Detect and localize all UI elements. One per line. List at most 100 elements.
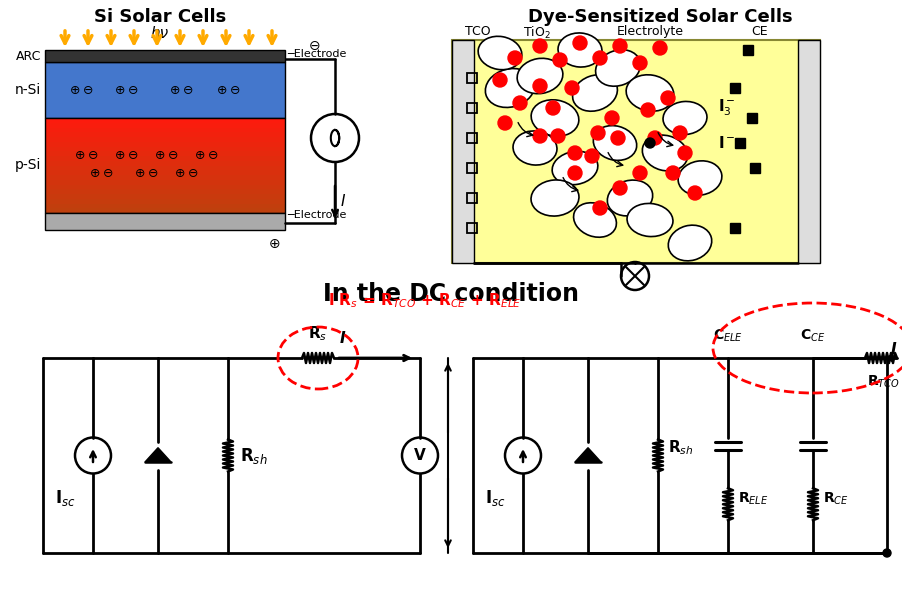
Circle shape bbox=[585, 149, 599, 163]
Bar bbox=[45, 62, 285, 118]
Circle shape bbox=[513, 96, 527, 110]
Bar bbox=[467, 103, 477, 113]
Ellipse shape bbox=[663, 102, 707, 135]
Ellipse shape bbox=[513, 131, 557, 165]
Circle shape bbox=[648, 131, 662, 145]
Bar bbox=[45, 180, 285, 185]
Bar bbox=[45, 118, 285, 123]
Bar bbox=[45, 213, 285, 230]
Text: n-Si: n-Si bbox=[14, 83, 41, 97]
Text: I: I bbox=[891, 343, 897, 358]
Text: ⊖: ⊖ bbox=[207, 149, 218, 162]
Bar bbox=[45, 161, 285, 166]
Ellipse shape bbox=[678, 161, 722, 195]
Circle shape bbox=[573, 36, 587, 50]
Text: R$_{TCO}$: R$_{TCO}$ bbox=[867, 374, 899, 390]
Bar bbox=[45, 194, 285, 199]
Bar bbox=[45, 127, 285, 132]
Bar bbox=[798, 40, 820, 263]
Circle shape bbox=[593, 201, 607, 215]
Text: ⊖: ⊖ bbox=[128, 84, 138, 96]
Polygon shape bbox=[145, 448, 171, 462]
Bar bbox=[45, 151, 285, 156]
Text: R$_s$: R$_s$ bbox=[308, 324, 327, 343]
Bar bbox=[45, 189, 285, 194]
Text: ─Electrode: ─Electrode bbox=[287, 210, 346, 220]
Text: I$_{sc}$: I$_{sc}$ bbox=[55, 487, 76, 508]
Text: ─Electrode: ─Electrode bbox=[287, 49, 346, 59]
Bar bbox=[45, 203, 285, 208]
Circle shape bbox=[546, 101, 560, 115]
Bar bbox=[467, 133, 477, 143]
Text: C$_{ELE}$: C$_{ELE}$ bbox=[713, 328, 743, 344]
Circle shape bbox=[688, 186, 702, 200]
Text: CE: CE bbox=[751, 25, 769, 38]
Text: ⊖: ⊖ bbox=[128, 149, 138, 162]
Bar bbox=[730, 223, 740, 233]
Bar bbox=[452, 40, 820, 263]
Bar bbox=[467, 73, 477, 83]
Text: R$_{ELE}$: R$_{ELE}$ bbox=[738, 491, 769, 508]
Circle shape bbox=[883, 549, 891, 557]
Circle shape bbox=[653, 41, 667, 55]
Ellipse shape bbox=[558, 33, 602, 67]
Text: R$_{sh}$: R$_{sh}$ bbox=[668, 438, 694, 457]
Text: ⊕: ⊕ bbox=[175, 167, 185, 180]
Circle shape bbox=[593, 51, 607, 65]
Bar bbox=[45, 147, 285, 151]
Bar bbox=[467, 163, 477, 173]
Circle shape bbox=[613, 181, 627, 195]
Bar bbox=[45, 142, 285, 147]
Circle shape bbox=[611, 131, 625, 145]
Bar bbox=[45, 137, 285, 142]
Text: ⊕: ⊕ bbox=[115, 84, 125, 96]
Circle shape bbox=[633, 166, 647, 180]
Text: Electrolyte: Electrolyte bbox=[616, 25, 684, 38]
Bar bbox=[45, 118, 285, 213]
Circle shape bbox=[551, 129, 565, 143]
Ellipse shape bbox=[626, 75, 674, 111]
Ellipse shape bbox=[485, 69, 535, 108]
Circle shape bbox=[568, 166, 582, 180]
Circle shape bbox=[533, 39, 547, 53]
Text: ⊖: ⊖ bbox=[188, 167, 198, 180]
Bar bbox=[467, 193, 477, 203]
Text: ⊕: ⊕ bbox=[134, 167, 145, 180]
Circle shape bbox=[666, 166, 680, 180]
Circle shape bbox=[641, 103, 655, 117]
Circle shape bbox=[568, 146, 582, 160]
Bar bbox=[45, 170, 285, 175]
Bar bbox=[735, 138, 745, 148]
Text: C$_{CE}$: C$_{CE}$ bbox=[800, 328, 825, 344]
Ellipse shape bbox=[595, 50, 640, 86]
Ellipse shape bbox=[552, 151, 598, 185]
Text: ⊕: ⊕ bbox=[90, 167, 100, 180]
Bar bbox=[45, 50, 285, 62]
Text: TiO$_2$: TiO$_2$ bbox=[523, 25, 551, 41]
Bar bbox=[747, 113, 757, 123]
Bar bbox=[45, 156, 285, 161]
Text: In the DC condition: In the DC condition bbox=[323, 282, 579, 306]
Text: Si Solar Cells: Si Solar Cells bbox=[94, 8, 226, 26]
Ellipse shape bbox=[531, 180, 579, 216]
Polygon shape bbox=[575, 448, 601, 462]
Text: p-Si: p-Si bbox=[14, 158, 41, 172]
Text: ⊕: ⊕ bbox=[115, 149, 125, 162]
Bar bbox=[452, 40, 474, 263]
Text: ⊕: ⊕ bbox=[69, 84, 80, 96]
Ellipse shape bbox=[594, 126, 637, 160]
Bar bbox=[743, 45, 753, 55]
Bar bbox=[750, 163, 760, 173]
Bar bbox=[467, 223, 477, 233]
Text: ⊖: ⊖ bbox=[168, 149, 179, 162]
Text: ⊖: ⊖ bbox=[183, 84, 193, 96]
Bar bbox=[45, 132, 285, 137]
Text: ⊖: ⊖ bbox=[230, 84, 240, 96]
Text: ⊕: ⊕ bbox=[269, 237, 281, 251]
Text: Dye-Sensitized Solar Cells: Dye-Sensitized Solar Cells bbox=[528, 8, 792, 26]
Circle shape bbox=[493, 73, 507, 87]
Circle shape bbox=[673, 126, 687, 140]
Circle shape bbox=[533, 129, 547, 143]
Ellipse shape bbox=[573, 75, 618, 111]
Circle shape bbox=[565, 81, 579, 95]
